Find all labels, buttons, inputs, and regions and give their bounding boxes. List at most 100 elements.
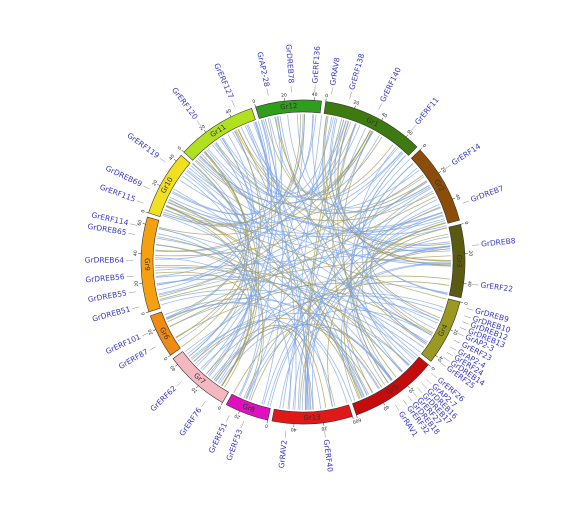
tick-label: 0 [140, 209, 147, 214]
tick-label: 40 [466, 281, 473, 288]
link [362, 155, 448, 295]
link [232, 117, 334, 194]
gene-label: GrERF119 [125, 131, 161, 160]
gene-leader [421, 383, 428, 389]
link [201, 116, 282, 371]
link [299, 222, 446, 410]
gene-leader [402, 399, 408, 406]
tick-label: 40 [168, 153, 176, 161]
link [341, 245, 451, 401]
gene-leader [132, 306, 140, 309]
gene-label: GrERF115 [98, 182, 136, 203]
link [155, 114, 305, 252]
chromosome-arc [225, 393, 271, 421]
tick-label: 40 [169, 364, 177, 372]
gene-leader [426, 378, 432, 385]
link [212, 114, 315, 198]
tick-label: 20 [134, 280, 141, 287]
tick-label: 0 [462, 301, 469, 305]
link [349, 163, 414, 386]
link [199, 131, 374, 204]
link [160, 289, 417, 359]
link [157, 236, 363, 398]
link [213, 121, 273, 381]
tick-mark [459, 301, 463, 303]
tick-mark [419, 147, 423, 151]
gene-label: GrRAV8 [328, 57, 342, 87]
tick-mark [352, 416, 354, 420]
tick-label: 40 [290, 426, 296, 432]
link [187, 135, 380, 355]
gene-label: GrDREB78 [284, 44, 296, 84]
chromosome-arc [255, 99, 322, 119]
gene-leader [136, 200, 144, 204]
link [206, 142, 258, 375]
gene-leader [462, 321, 469, 325]
link [161, 293, 379, 390]
link [195, 312, 410, 366]
chromosome-arc [172, 351, 229, 404]
link [169, 196, 443, 235]
link [167, 202, 447, 300]
gene-leader [331, 87, 333, 95]
tick-label: 0 [217, 404, 223, 411]
link [214, 281, 450, 382]
tick-mark [254, 104, 256, 108]
gene-leader [128, 233, 136, 235]
tick-label: 0 [163, 355, 170, 361]
gene-leader [466, 308, 474, 311]
tick-label: 40 [225, 108, 233, 116]
link [269, 262, 452, 407]
tick-label: 60 [137, 219, 144, 226]
gene-leader [142, 332, 149, 337]
tick-label: 0 [140, 311, 147, 316]
link [261, 119, 284, 405]
link [156, 186, 431, 286]
link [253, 122, 365, 397]
gene-leader [443, 357, 450, 362]
chromosome-arc [448, 223, 466, 299]
link [219, 123, 356, 198]
link [219, 323, 380, 389]
tick-mark [428, 364, 431, 367]
chromosome-arc [421, 298, 461, 362]
link [192, 163, 253, 377]
gene-label: GrERF127 [212, 62, 235, 100]
gene-leader [149, 346, 156, 351]
chromosome-name: Gr3 [455, 255, 463, 268]
gene-label: GrDREB55 [87, 288, 128, 304]
gene-label: GrAP2-28 [255, 51, 271, 88]
tick-label: 0 [177, 145, 183, 151]
gene-leader [464, 315, 471, 319]
tick-label: 60 [354, 416, 362, 424]
link [356, 233, 449, 384]
link [192, 162, 257, 387]
link [203, 151, 403, 373]
tick-mark [145, 211, 149, 214]
gene-leader [446, 352, 454, 357]
tick-label: 40 [380, 112, 388, 120]
gene-leader [471, 283, 479, 286]
link [337, 121, 451, 266]
link [334, 119, 450, 245]
tick-mark [407, 385, 410, 389]
link [246, 116, 333, 399]
gene-leader [453, 339, 461, 344]
gene-leader [176, 380, 182, 387]
tick-mark [238, 410, 240, 414]
gene-leader [196, 120, 202, 127]
tick-mark [435, 355, 438, 358]
chromosome-arc [271, 404, 353, 425]
link [156, 160, 242, 286]
tick-mark [220, 402, 223, 406]
link [158, 227, 250, 384]
chromosome-name: Gr9 [143, 258, 151, 271]
link [166, 302, 353, 402]
tick-mark [196, 385, 199, 389]
tick-label: 20 [407, 386, 415, 394]
link [211, 325, 348, 404]
link [164, 209, 260, 396]
link [155, 274, 421, 353]
tick-label: 20 [439, 166, 447, 174]
